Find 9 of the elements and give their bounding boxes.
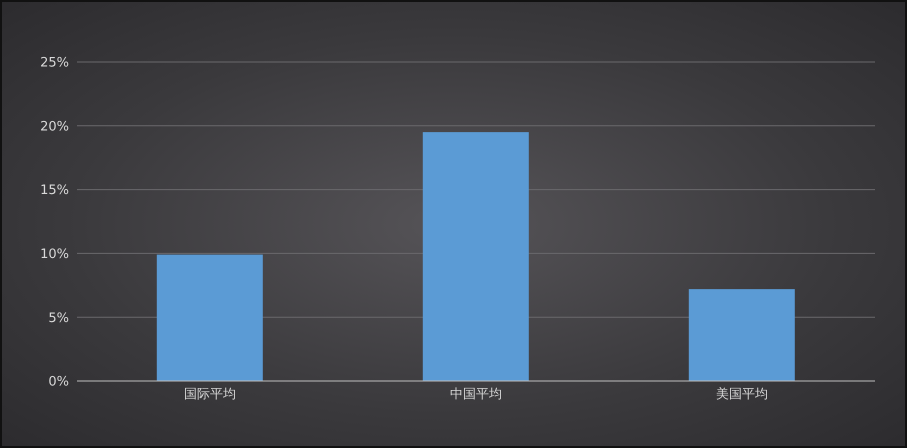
x-tick-label: 中国平均 xyxy=(450,387,502,402)
y-tick-label: 20% xyxy=(40,119,69,134)
x-tick-label: 美国平均 xyxy=(716,386,768,402)
y-tick-label: 25% xyxy=(40,56,69,71)
y-tick-label: 0% xyxy=(48,374,69,390)
x-tick-label: 国际平均 xyxy=(184,387,236,402)
y-tick-label: 15% xyxy=(40,183,69,198)
y-tick-label: 5% xyxy=(48,310,69,326)
y-tick-label: 10% xyxy=(40,247,69,262)
